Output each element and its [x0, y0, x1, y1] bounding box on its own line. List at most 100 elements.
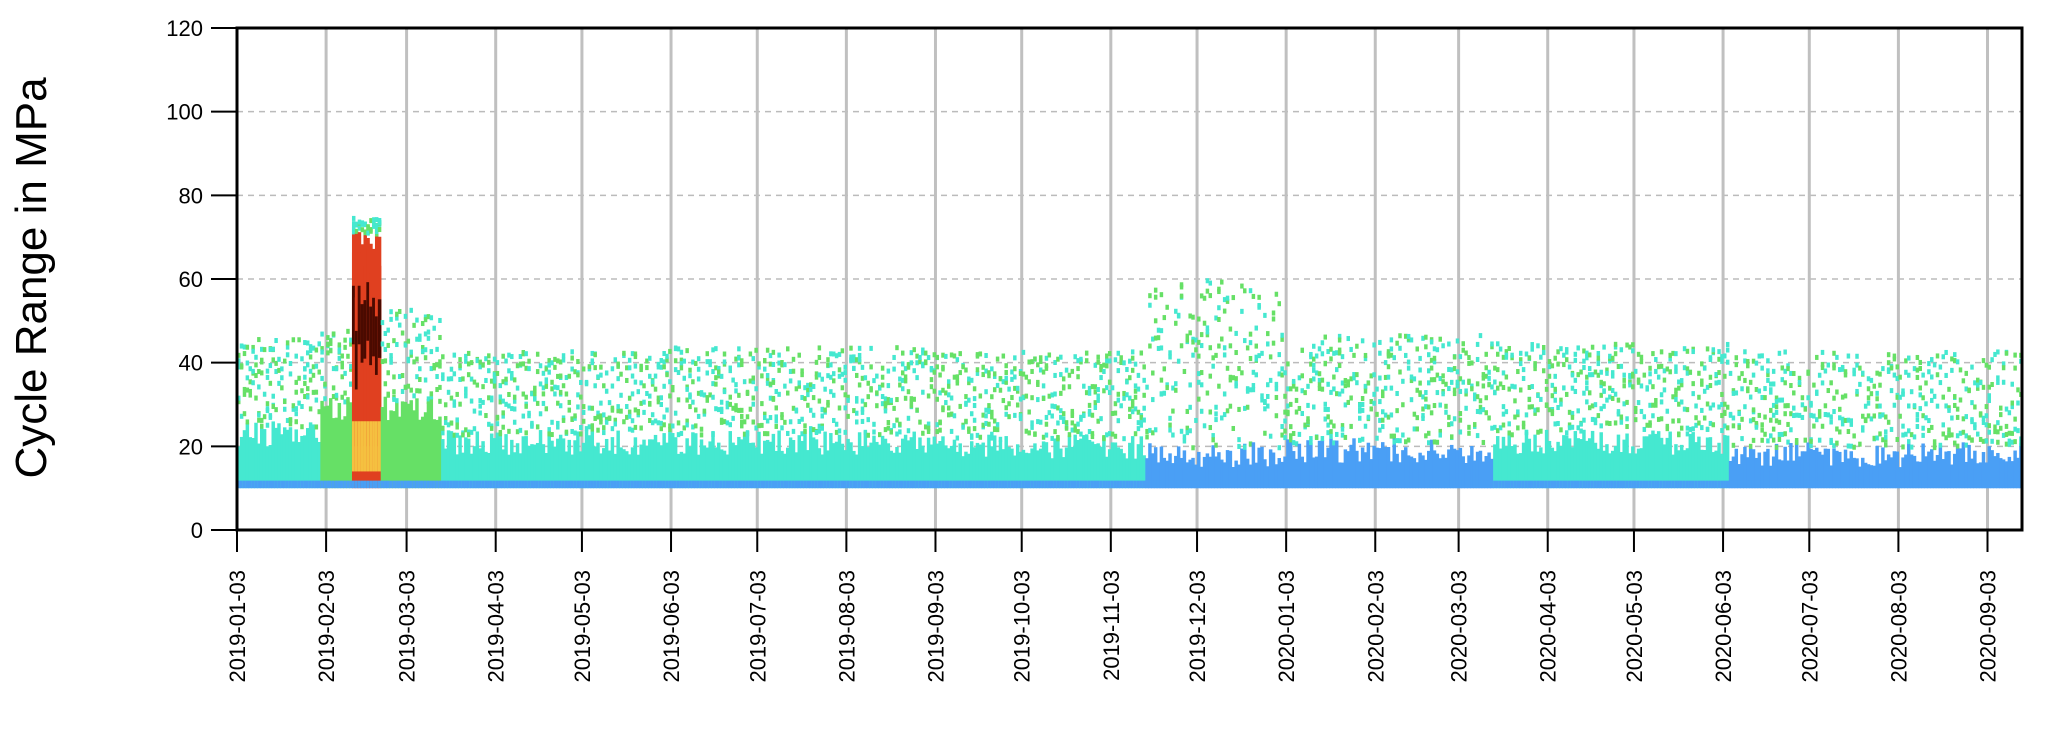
heat-cell-2019-04-19: [541, 444, 546, 489]
heat-cell-sparse-2020-06-29: [1797, 412, 1802, 418]
heat-cell-base-2020-07-28: [1881, 480, 1885, 489]
heat-cell-sparse-2019-08-19: [892, 354, 896, 360]
heat-cell-sparse-2019-10-08: [1036, 362, 1040, 368]
heat-cell-sparse-2020-07-18: [1852, 444, 1856, 450]
heat-cell-sparse-2019-11-15: [1145, 428, 1149, 434]
heat-cell-sparse-2020-05-29: [1708, 374, 1713, 380]
heat-cell-sparse-2019-09-27: [1004, 379, 1008, 385]
heat-cell-sparse-2019-07-17: [797, 418, 801, 424]
heat-cell-sparse-2019-12-15: [1231, 295, 1236, 301]
heat-cell-2019-01-26: [303, 435, 307, 489]
heat-cell-base-2019-03-10: [426, 480, 431, 489]
heat-cell-sparse-2019-06-08: [685, 348, 689, 354]
heat-cell-sparse-2019-12-26: [1263, 398, 1267, 405]
heat-cell-sparse-2020-03-24: [1518, 357, 1523, 363]
heat-cell-2019-03-10: [426, 401, 431, 489]
heat-cell-sparse-2019-04-24: [556, 358, 560, 364]
heat-cell-sparse-2019-05-16: [619, 408, 623, 414]
heat-cell-sparse-2019-08-29: [921, 430, 925, 436]
heat-cell-2020-01-20: [1335, 440, 1339, 489]
heat-cell-sparse-2020-08-30: [1976, 382, 1980, 388]
heat-cell-sparse-2020-02-28: [1447, 341, 1451, 347]
heat-cell-sparse-2019-01-24: [297, 400, 301, 406]
heat-cell-sparse-2020-03-05: [1464, 350, 1468, 356]
heat-cell-2019-06-01: [665, 442, 669, 489]
heat-cell-2019-11-23: [1168, 453, 1172, 489]
heat-cell-sparse-2019-01-29: [311, 364, 316, 370]
heat-cell-2020-07-28: [1881, 447, 1885, 489]
heat-cell-sparse-2019-06-09: [688, 367, 692, 373]
heat-cell-base-2020-02-13: [1404, 480, 1408, 489]
heat-cell-sparse-2019-12-06: [1205, 278, 1210, 284]
heat-cell-2020-08-22: [1953, 453, 1957, 489]
heat-cell-sparse-2020-07-28: [1881, 437, 1885, 443]
heat-cell-sparse-2020-09-03: [1987, 397, 1991, 404]
heat-cell-sparse-2020-07-09: [1826, 362, 1831, 368]
heat-cell-sparse-2019-08-17: [886, 425, 891, 431]
heat-cell-sparse-2019-09-07: [946, 405, 951, 411]
heat-cell-base-2019-07-24: [817, 480, 822, 489]
heat-cell-sparse-2019-02-26: [392, 338, 396, 344]
heat-cell-sparse-2019-11-17: [1151, 336, 1155, 342]
heat-cell-sparse-2019-10-09: [1038, 358, 1043, 364]
heat-cell-sparse-2019-11-16: [1148, 293, 1152, 299]
heat-cell-sparse-2020-07-03: [1809, 438, 1813, 444]
heat-cell-sparse-2019-10-31: [1102, 388, 1106, 394]
heat-cell-sparse-2020-01-09: [1303, 390, 1307, 396]
heat-cell-2019-04-09: [512, 452, 517, 489]
heat-cell-sparse-2020-02-07: [1386, 349, 1391, 355]
heat-cell-2019-06-21: [722, 450, 727, 489]
heat-cell-sparse-2019-05-21: [633, 424, 638, 430]
heat-cell-sparse-2020-03-29: [1533, 410, 1537, 416]
heat-cell-base-2020-05-26: [1700, 480, 1704, 489]
heat-cell-2020-06-19: [1769, 465, 1773, 489]
heat-cell-base-2019-07-19: [803, 480, 807, 489]
heat-cell-base-2020-05-02: [1631, 480, 1635, 489]
heat-cell-base-2020-01-11: [1309, 480, 1313, 489]
heat-cell-sparse-2020-02-25: [1438, 336, 1442, 342]
heat-cell-base-2020-03-27: [1527, 480, 1532, 489]
heat-cell-2020-04-03: [1547, 440, 1552, 489]
heat-cell-base-2020-06-01: [1717, 480, 1721, 489]
heat-cell-base-2020-06-07: [1734, 480, 1739, 489]
heat-cell-sparse-2019-12-28: [1268, 354, 1273, 360]
heat-cell-2019-04-23: [553, 446, 557, 489]
heat-cell-sparse-2020-08-21: [1950, 415, 1954, 421]
heat-cell-base-2020-02-14: [1406, 480, 1411, 489]
heat-cell-sparse-2020-08-23: [1955, 443, 1960, 449]
heat-cell-sparse-2019-08-20: [895, 417, 899, 423]
heat-cell-sparse-2020-03-26: [1524, 412, 1529, 418]
heat-cell-2020-06-15: [1757, 452, 1762, 489]
heat-cell-sparse-2020-02-08: [1389, 346, 1394, 352]
heat-cell-base-2019-02-08: [340, 480, 344, 489]
heat-cell-sparse-2019-04-26: [561, 383, 566, 389]
heat-cell-base-2019-06-11: [694, 480, 698, 489]
heat-cell-base-2020-05-07: [1645, 480, 1649, 489]
heat-cell-base-2020-03-01: [1452, 480, 1457, 489]
heat-cell-sparse-2019-08-22: [900, 350, 905, 356]
heat-cell-base-2020-08-31: [1978, 480, 1983, 489]
heat-cell-sparse-2020-01-21: [1337, 333, 1342, 339]
heat-cell-base-2020-02-11: [1398, 480, 1402, 489]
heat-cell-2020-05-01: [1628, 453, 1632, 489]
heat-cell-sparse-2020-05-02: [1631, 342, 1635, 348]
heat-cell-sparse-2020-01-02: [1283, 393, 1287, 399]
heat-cell-base-2019-05-21: [633, 480, 638, 489]
heat-cell-sparse-2020-08-25: [1961, 416, 1966, 422]
heat-cell-sparse-2020-01-23: [1343, 434, 1348, 440]
heat-cell-sparse-2020-08-24: [1958, 367, 1963, 373]
heat-cell-base-2019-04-18: [538, 480, 543, 489]
heat-cell-base-2019-05-10: [602, 480, 606, 489]
heat-cell-sparse-2019-12-20: [1245, 345, 1250, 351]
heat-cell-base-2020-01-25: [1349, 480, 1353, 489]
heat-cell-sparse-2019-05-01: [576, 392, 580, 398]
heat-cell-sparse-2020-03-29: [1533, 407, 1537, 413]
heat-cell-sparse-2019-10-14: [1053, 404, 1057, 410]
heat-cell-base-2019-07-04: [760, 480, 764, 489]
heat-cell-base-2020-02-05: [1381, 480, 1385, 489]
heat-cell-base-2020-05-15: [1668, 480, 1672, 489]
heat-cell-sparse-2020-07-16: [1846, 353, 1851, 359]
heat-cell-2020-03-24: [1518, 453, 1523, 489]
heat-cell-sparse-2019-03-28: [478, 403, 482, 409]
heat-cell-base-2019-02-01: [320, 480, 324, 489]
